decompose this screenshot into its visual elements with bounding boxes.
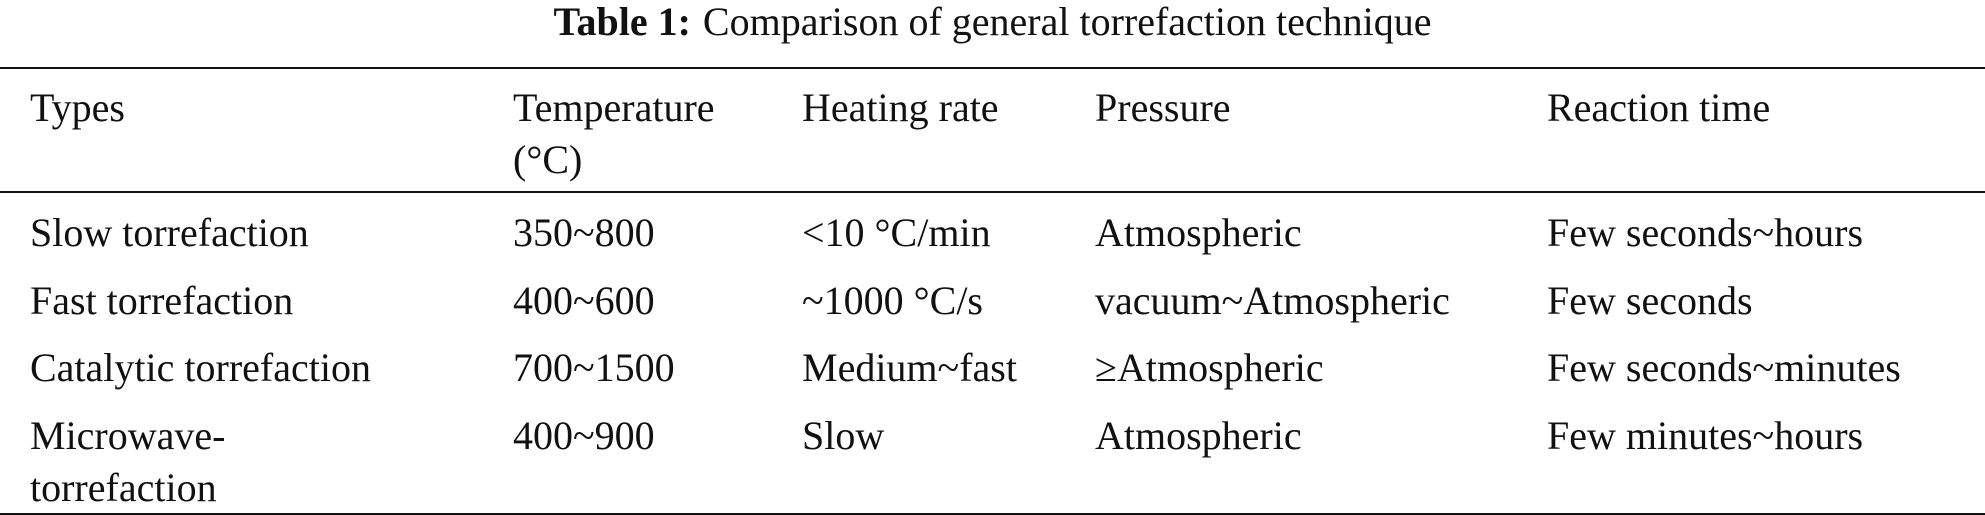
header-pressure: Pressure: [1095, 85, 1231, 130]
table-cell-heating-rate: Medium~fast: [802, 345, 1017, 390]
table-cell-pressure: ≥Atmospheric: [1095, 345, 1324, 390]
table-cell-temperature: 700~1500: [513, 345, 675, 390]
table-cell-reaction-time: Few seconds~hours: [1547, 210, 1864, 255]
table-cell-type: Fast torrefaction: [30, 278, 294, 323]
table-cell-temperature: 400~600: [513, 278, 655, 323]
table-caption-text: Comparison of general torrefaction techn…: [702, 0, 1432, 44]
table-cell-temperature: 400~900: [513, 413, 655, 458]
table-cell-type: Catalytic torrefaction: [30, 345, 371, 390]
table-cell-heating-rate: ~1000 °C/s: [802, 278, 983, 323]
table-cell-pressure: vacuum~Atmospheric: [1095, 278, 1450, 323]
table-caption: Table 1: Comparison of general torrefacti…: [0, 0, 1985, 48]
table-cell-reaction-time: Few seconds: [1547, 278, 1753, 323]
table-top-rule: [0, 67, 1985, 69]
table-caption-label: Table 1:: [553, 0, 691, 44]
table-cell-pressure: Atmospheric: [1095, 210, 1302, 255]
table-cell-reaction-time: Few seconds~minutes: [1547, 345, 1901, 390]
table-cell-reaction-time: Few minutes~hours: [1547, 413, 1864, 458]
header-temperature: Temperature (°C): [513, 85, 715, 182]
table-header-rule: [0, 191, 1985, 193]
header-reaction-time: Reaction time: [1547, 85, 1771, 130]
table-cell-type: Microwave-torrefaction: [30, 413, 226, 510]
table-cell-heating-rate: <10 °C/min: [802, 210, 991, 255]
header-heating-rate: Heating rate: [802, 85, 999, 130]
table-cell-heating-rate: Slow: [802, 413, 885, 458]
header-types: Types: [30, 85, 125, 130]
table-cell-pressure: Atmospheric: [1095, 413, 1302, 458]
table-cell-temperature: 350~800: [513, 210, 655, 255]
table-cell-type: Slow torrefaction: [30, 210, 309, 255]
table-bottom-rule: [0, 513, 1985, 515]
